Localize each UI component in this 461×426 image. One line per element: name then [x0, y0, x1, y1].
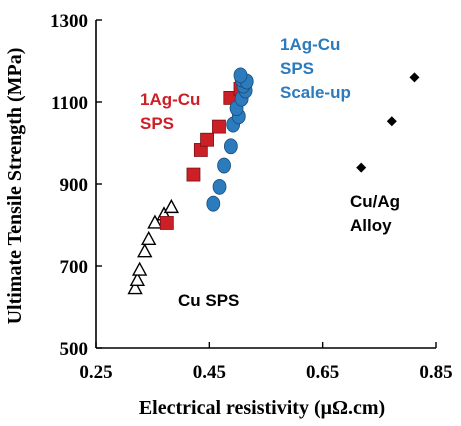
ag-cu-sps-point — [212, 119, 226, 134]
y-tick-label: 500 — [60, 339, 89, 360]
cu-sps-point — [163, 198, 180, 214]
cu-sps-point — [127, 280, 143, 295]
ag-cu-sps-point — [159, 216, 174, 230]
cu-ag-alloy-point — [356, 162, 367, 173]
series-label-line: 1Ag-Cu — [280, 35, 340, 54]
ag-cu-sps-point — [200, 132, 214, 147]
series-label: Cu SPS — [178, 291, 239, 310]
y-tick-label: 700 — [60, 257, 89, 278]
data-marks — [127, 67, 420, 295]
x-tick-label: 0.65 — [306, 362, 339, 383]
cu-sps-point — [147, 214, 163, 229]
cu-sps-point — [131, 261, 148, 276]
series-label-line: 1Ag-Cu — [140, 90, 200, 109]
x-tick-label: 0.85 — [419, 362, 452, 383]
ag-cu-scaleup-point — [217, 157, 231, 174]
series-label-line: SPS — [280, 59, 314, 78]
y-tick-label: 1100 — [51, 93, 88, 114]
y-tick-label: 900 — [60, 175, 89, 196]
x-axis-title: Electrical resistivity (μΩ.cm) — [139, 397, 385, 419]
y-tick-label: 1300 — [50, 11, 88, 32]
cu-sps-point — [129, 271, 146, 287]
series-label-line: Cu SPS — [178, 291, 239, 310]
x-tick-label: 0.45 — [193, 362, 226, 383]
series-label-line: Cu/Ag — [350, 192, 400, 211]
series-label-line: Alloy — [350, 216, 392, 235]
cu-ag-alloy-point — [386, 116, 397, 127]
ag-cu-scaleup-point — [233, 67, 248, 84]
ag-cu-sps-point — [186, 167, 201, 182]
plot-frame — [95, 20, 436, 349]
series-labels: Cu SPS 1Ag-Cu SPS 1Ag-Cu SPS Scale-up Cu/Ag All… — [140, 35, 400, 310]
cu-sps-point — [141, 230, 157, 246]
x-tick-label: 0.25 — [79, 362, 112, 383]
y-axis-title: Ultimate Tensile Strength (MPa) — [4, 48, 26, 325]
cu-sps-point — [137, 243, 153, 258]
cu-ag-alloy-point — [409, 72, 420, 83]
series-label: 1Ag-Cu SPS — [140, 90, 200, 133]
series-label-line: SPS — [140, 114, 174, 133]
series-label: Cu/Ag Alloy — [350, 192, 400, 235]
series-label: 1Ag-Cu SPS Scale-up — [280, 35, 351, 102]
ag-cu-scaleup-point — [212, 178, 227, 195]
ticks: 500 700 900 1100 1300 0.25 0.45 0.65 0.85 — [50, 11, 453, 383]
ag-cu-scaleup-point — [206, 195, 221, 212]
series-label-line: Scale-up — [280, 83, 351, 102]
ag-cu-scaleup-point — [223, 138, 238, 155]
